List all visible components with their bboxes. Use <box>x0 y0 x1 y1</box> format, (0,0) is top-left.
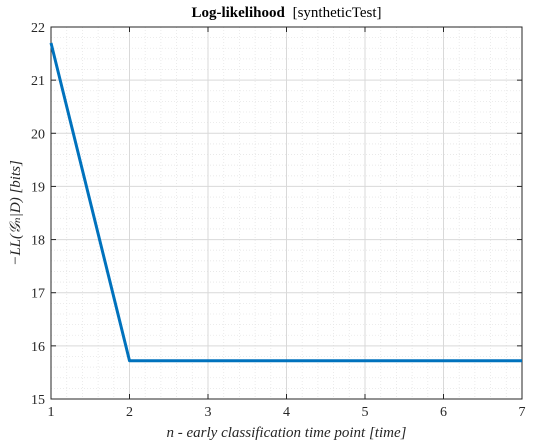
major-grid <box>50 26 523 400</box>
y-tick-label: 16 <box>31 340 45 355</box>
y-tick-label: 15 <box>31 393 45 408</box>
y-axis-label: −LL(𝒢ₙ|D) [bits] <box>8 160 24 266</box>
y-tick-label: 19 <box>31 180 45 195</box>
y-tick-label: 18 <box>31 234 45 249</box>
x-tick-label: 7 <box>519 405 526 420</box>
series-line <box>49 42 522 363</box>
x-axis-label: n - early classification time point [tim… <box>167 425 407 441</box>
x-tick-label: 3 <box>205 405 212 420</box>
axis-ticks <box>50 26 523 400</box>
y-tick-labels: 15 16 17 18 19 20 21 22 <box>31 21 45 408</box>
y-tick-label: 22 <box>31 21 45 36</box>
y-tick-label: 21 <box>31 74 45 89</box>
chart-title: Log-likelihood [syntheticTest] <box>191 5 381 21</box>
series-layer <box>49 42 522 363</box>
x-tick-label: 2 <box>126 405 133 420</box>
chart-title-suffix: [syntheticTest] <box>293 5 382 21</box>
chart-title-main: Log-likelihood <box>191 5 285 21</box>
y-tick-label: 20 <box>31 127 45 142</box>
y-tick-label: 17 <box>31 287 45 302</box>
x-tick-label: 5 <box>362 405 369 420</box>
x-tick-label: 1 <box>48 405 55 420</box>
x-tick-label: 6 <box>440 405 447 420</box>
x-tick-labels: 1 2 3 4 5 6 7 <box>48 405 526 420</box>
x-tick-label: 4 <box>283 405 290 420</box>
